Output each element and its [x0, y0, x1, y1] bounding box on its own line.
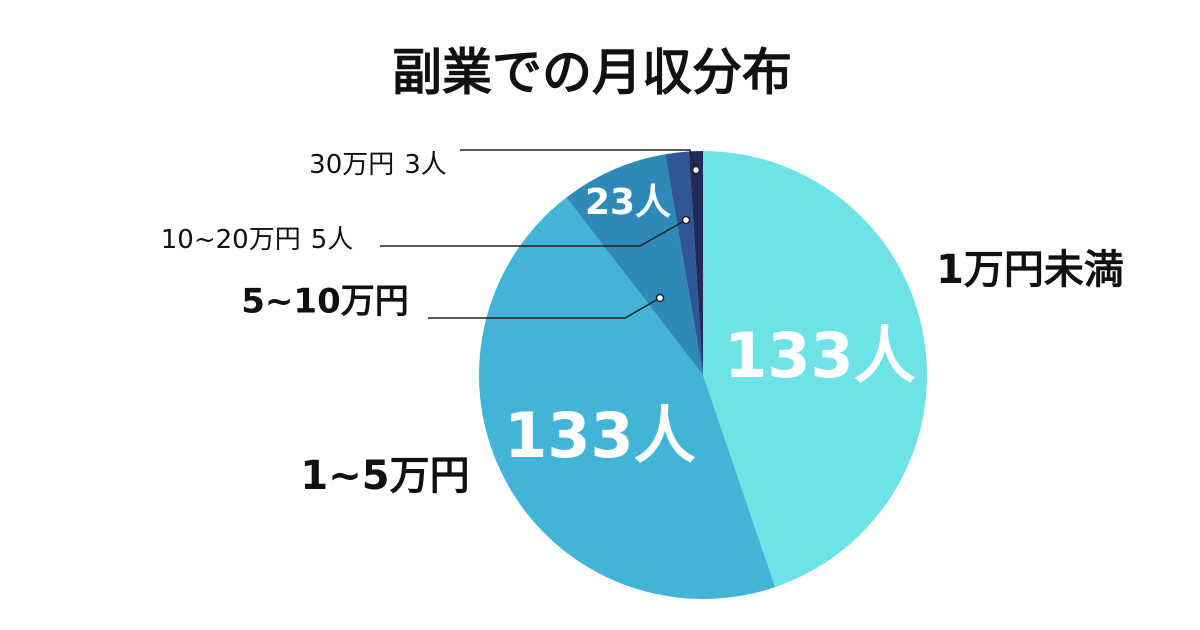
pie-slice: [566, 154, 703, 375]
slice-label: 30万円 3人: [309, 150, 447, 180]
value-label: 133人: [504, 399, 695, 472]
category-label: 30万円: [309, 150, 394, 180]
pie-slice: [665, 151, 703, 375]
value-label: 133人: [724, 319, 915, 392]
category-label: 10~20万円: [161, 225, 301, 255]
leader-dot: [681, 215, 691, 225]
value-label: 3人: [404, 150, 447, 180]
leader-dot: [655, 293, 665, 303]
chart-title: 副業での月収分布: [392, 44, 792, 102]
category-label: 1~5万円: [300, 453, 469, 499]
value-label: 23人: [585, 182, 671, 223]
leader-line: [428, 297, 661, 319]
pie-slice: [703, 151, 927, 588]
leader-line: [380, 219, 687, 247]
category-label: 1万円未満: [936, 247, 1124, 293]
category-label: 5~10万円: [241, 282, 408, 322]
leader-dot: [691, 165, 701, 175]
value-label: 5人: [311, 225, 354, 255]
pie-slice: [479, 197, 776, 599]
slice-label: 10~20万円 5人: [161, 225, 354, 255]
leader-line: [460, 149, 697, 171]
pie-slice: [688, 151, 703, 375]
